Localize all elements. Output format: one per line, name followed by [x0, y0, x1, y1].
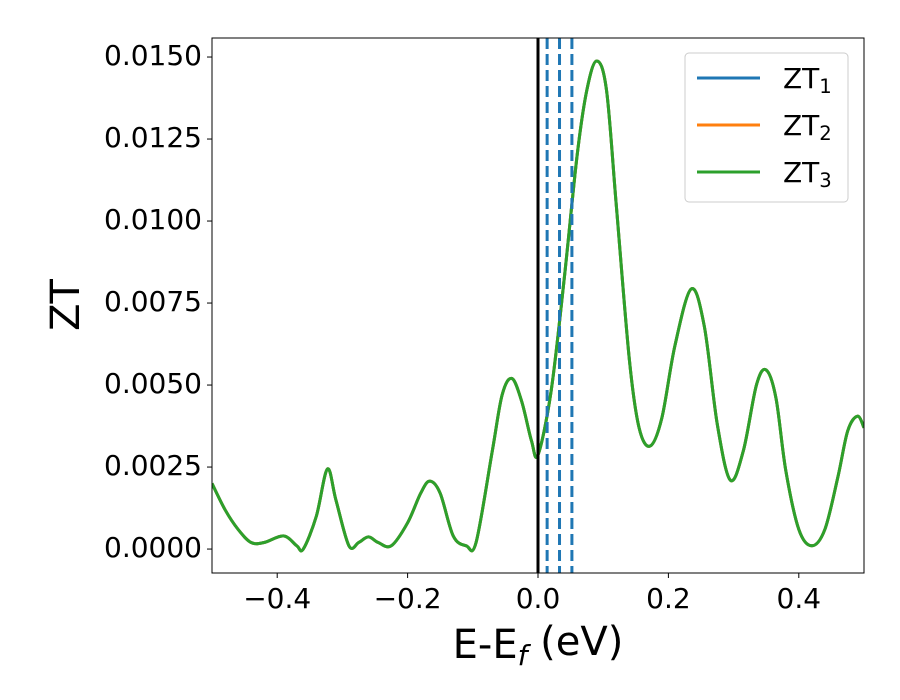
- y-tick-label: 0.0050: [104, 367, 202, 400]
- y-tick-label: 0.0025: [104, 449, 202, 482]
- legend-label: ZT1: [783, 62, 832, 98]
- y-tick-label: 0.0000: [104, 531, 202, 564]
- y-tick-label: 0.0150: [104, 39, 202, 72]
- y-axis-label: ZT: [43, 279, 89, 331]
- y-tick-label: 0.0075: [104, 285, 202, 318]
- x-tick-label: −0.2: [374, 582, 442, 615]
- x-tick-label: −0.4: [243, 582, 311, 615]
- legend-label: ZT2: [783, 109, 832, 145]
- y-tick-label: 0.0100: [104, 203, 202, 236]
- legend-label: ZT3: [783, 156, 832, 192]
- x-axis-label: E-Ef (eV): [453, 619, 624, 672]
- y-tick-label: 0.0125: [104, 121, 202, 154]
- x-tick-label: 0.4: [777, 582, 822, 615]
- series-line: [212, 59, 864, 553]
- x-tick-label: 0.0: [516, 582, 561, 615]
- plot-area: [212, 38, 864, 573]
- x-tick-label: 0.2: [646, 582, 691, 615]
- legend-box: [684, 52, 849, 203]
